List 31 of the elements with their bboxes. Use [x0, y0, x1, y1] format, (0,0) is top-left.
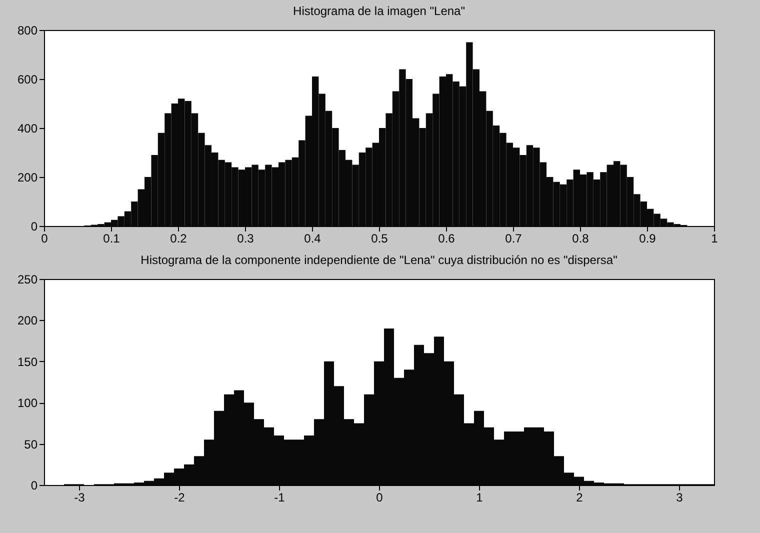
y-tick-label: 0 — [30, 220, 38, 234]
x-tick-label: 0 — [41, 232, 48, 246]
y-tick-label: 600 — [17, 72, 38, 86]
x-tick-label: 0.7 — [505, 232, 522, 246]
x-tick-label: 1 — [711, 232, 718, 246]
y-tick-label: 800 — [17, 24, 38, 38]
x-tick-label: 2 — [576, 490, 584, 504]
x-tick-label: 0.3 — [237, 232, 254, 246]
x-tick-label: 1 — [476, 490, 484, 504]
y-tick-label: 400 — [17, 122, 38, 136]
chart-title: Histograma de la componente independiente de "Lena" cuya distribución no es "dispersa" — [140, 253, 618, 267]
x-tick-label: 0.9 — [639, 232, 656, 246]
x-tick-label: -3 — [74, 490, 86, 504]
x-tick-label: 3 — [676, 490, 684, 504]
y-tick-label: 200 — [17, 314, 38, 328]
x-tick-label: 0.8 — [572, 232, 590, 246]
y-tick-label: 150 — [17, 354, 38, 369]
chart-title: Histograma de la imagen "Lena" — [293, 4, 465, 18]
y-tick-label: 250 — [17, 272, 38, 286]
y-tick-label: 50 — [24, 437, 38, 452]
y-tick-label: 100 — [17, 396, 38, 410]
x-tick-label: 0.1 — [103, 232, 120, 246]
x-tick-label: 0.4 — [304, 232, 322, 246]
x-tick-label: -2 — [174, 490, 186, 504]
y-tick-label: 200 — [17, 170, 38, 184]
x-tick-label: 0 — [376, 490, 384, 504]
x-tick-label: 0.5 — [371, 232, 388, 246]
x-tick-label: 0.2 — [170, 232, 188, 246]
x-tick-label: -1 — [274, 490, 286, 504]
y-tick-label: 0 — [30, 478, 38, 492]
x-tick-label: 0.6 — [438, 232, 456, 246]
